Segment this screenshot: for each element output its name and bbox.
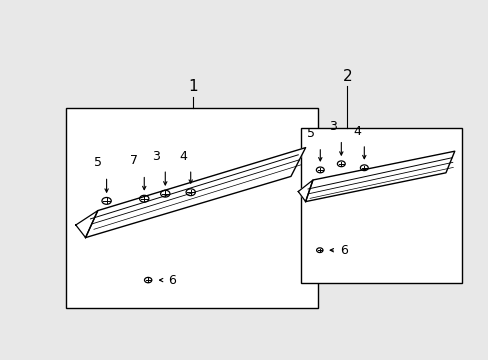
Polygon shape: [305, 151, 454, 202]
Bar: [66, 108, 317, 308]
Text: 3: 3: [328, 120, 336, 133]
Text: 5: 5: [306, 127, 314, 140]
Text: 4: 4: [179, 150, 187, 163]
Text: 4: 4: [352, 125, 360, 138]
Text: 3: 3: [152, 150, 160, 163]
Bar: [300, 128, 461, 283]
Text: 6: 6: [168, 274, 176, 287]
Text: 1: 1: [188, 79, 198, 94]
Polygon shape: [298, 180, 312, 202]
Polygon shape: [76, 211, 98, 238]
Text: 2: 2: [342, 68, 351, 84]
Text: 7: 7: [130, 154, 138, 167]
Text: 5: 5: [94, 156, 102, 169]
Polygon shape: [85, 148, 305, 238]
Text: 6: 6: [340, 244, 347, 257]
